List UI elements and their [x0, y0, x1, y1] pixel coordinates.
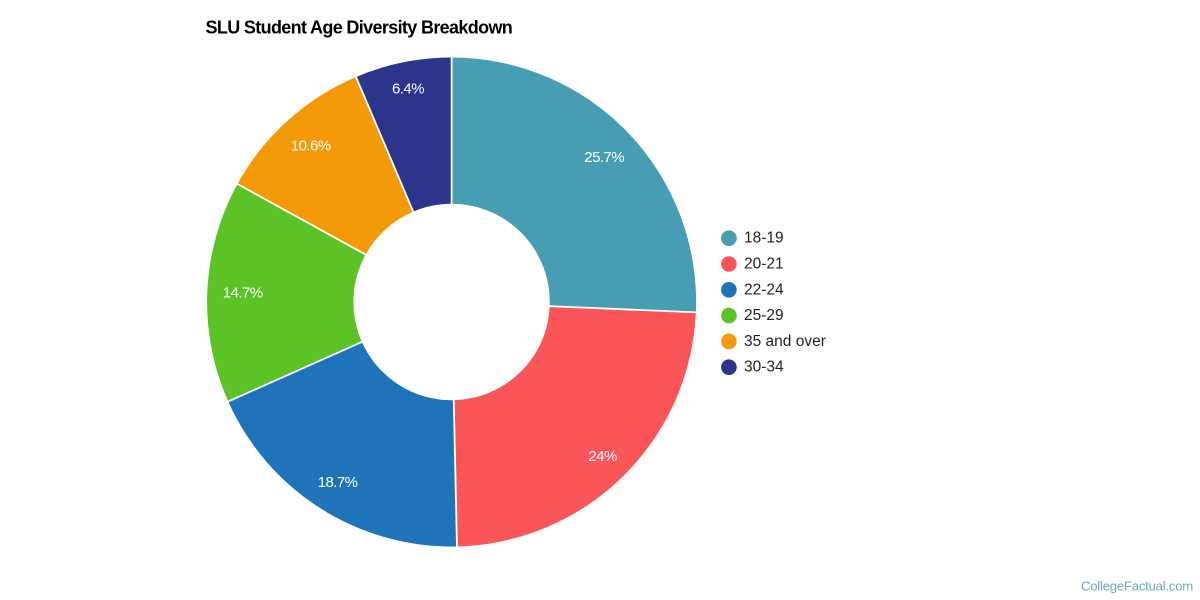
svg-text:20-21: 20-21 — [744, 256, 784, 273]
svg-text:18-19: 18-19 — [744, 230, 784, 247]
svg-text:35 and over: 35 and over — [744, 333, 826, 350]
svg-text:CollegeFactual.com: CollegeFactual.com — [1081, 579, 1193, 594]
svg-text:25-29: 25-29 — [744, 307, 784, 324]
svg-text:6.4%: 6.4% — [392, 80, 424, 97]
svg-text:18.7%: 18.7% — [318, 474, 358, 491]
svg-text:25.7%: 25.7% — [584, 149, 624, 166]
svg-text:22-24: 22-24 — [744, 281, 784, 298]
svg-text:24%: 24% — [588, 448, 617, 465]
svg-text:30-34: 30-34 — [744, 359, 784, 376]
svg-text:14.7%: 14.7% — [223, 285, 263, 302]
svg-text:10.6%: 10.6% — [291, 138, 331, 155]
svg-text:SLU Student Age Diversity Brea: SLU Student Age Diversity Breakdown — [206, 18, 513, 38]
